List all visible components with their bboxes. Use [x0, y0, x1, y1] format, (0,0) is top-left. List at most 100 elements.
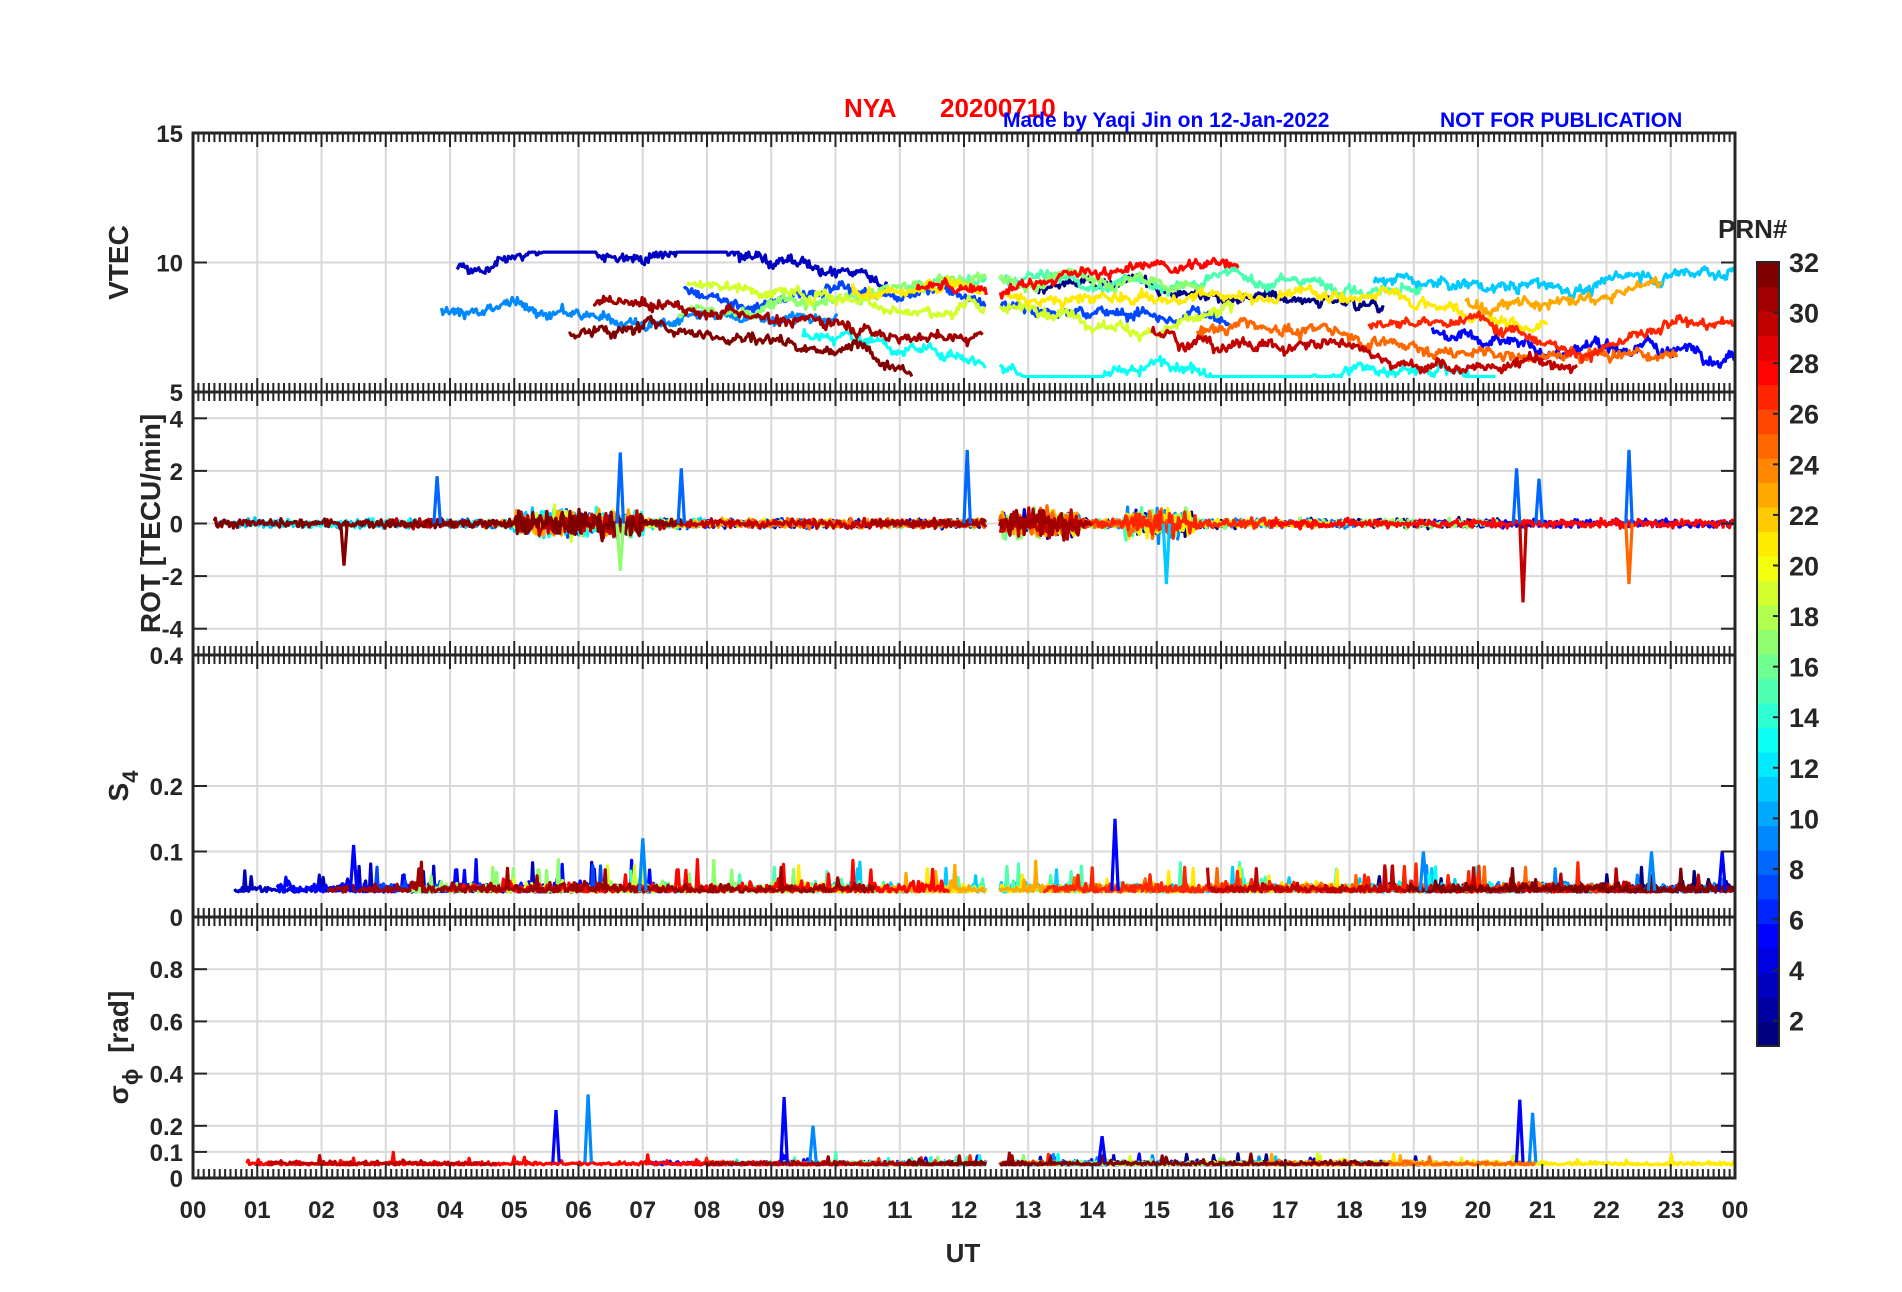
colorbar-segment [1757, 850, 1779, 876]
colorbar-segment [1757, 360, 1779, 386]
data-spike [676, 468, 687, 524]
colorbar-segment [1757, 703, 1779, 729]
y-tick-label: 0.2 [150, 1114, 183, 1141]
y-axis-label: S4 [103, 770, 143, 802]
colorbar-tick-label: 26 [1789, 400, 1819, 430]
y-tick-label: 2 [170, 459, 183, 486]
x-tick-label: 12 [951, 1197, 978, 1224]
colorbar-tick-label: 30 [1789, 299, 1819, 329]
series-line-prn-32 [905, 1157, 987, 1167]
x-axis-label: UT [946, 1238, 981, 1268]
series-line-prn-27 [1367, 310, 1735, 364]
series-line-prn-31 [592, 294, 984, 348]
colorbar-tick-label: 28 [1789, 349, 1819, 379]
colorbar-tick-label: 24 [1789, 450, 1819, 480]
data-spike [432, 476, 442, 524]
x-tick-label: 08 [694, 1197, 721, 1224]
series-line-prn-32 [568, 314, 914, 378]
data-spike [1418, 851, 1429, 891]
series-line-prn-19 [998, 299, 1235, 343]
colorbar-tick-label: 16 [1789, 653, 1819, 683]
series-line-prn-28 [245, 1150, 827, 1167]
colorbar-segment [1757, 629, 1779, 655]
data-spike [615, 452, 626, 524]
x-tick-label: 00 [1722, 1197, 1749, 1224]
data-spike [339, 523, 349, 566]
series-line-prn-32 [999, 1152, 1390, 1167]
series-line-prn-21 [850, 274, 987, 300]
series-line-prn-19 [685, 279, 987, 321]
x-tick-label: 03 [372, 1197, 399, 1224]
data-spike [1518, 523, 1528, 603]
y-tick-label: 0 [170, 905, 183, 932]
x-tick-label: 18 [1336, 1197, 1363, 1224]
y-tick-label: -2 [162, 564, 183, 591]
colorbar-segment [1757, 1021, 1779, 1047]
colorbar-segment [1757, 433, 1779, 459]
series-line-prn-31 [998, 507, 1094, 542]
colorbar-segment [1757, 801, 1779, 827]
series-line-prn-31 [869, 516, 987, 529]
colorbar-segment [1757, 899, 1779, 925]
x-tick-label: 06 [565, 1197, 592, 1224]
x-tick-label: 15 [1143, 1197, 1170, 1224]
y-tick-label: 10 [156, 251, 183, 278]
x-axis-tick-labels: 00 01 02 03 04 05 06 07 08 09 10 11 12 13 14 15 16 17 18 19… [180, 1197, 1749, 1224]
y-axis-label: ROT [TECU/min] [135, 414, 166, 633]
colorbar-tick-label: 20 [1789, 551, 1819, 581]
y-axis-label: VTEC [103, 225, 134, 300]
panel-3: 0 0.1 0.2 0.4 S4 [103, 643, 1737, 932]
series-line-prn-28 [915, 277, 988, 296]
colorbar-tick-label: 14 [1789, 703, 1819, 733]
series-line-prn-32 [212, 507, 684, 543]
data-spike [779, 1097, 789, 1163]
colorbar-segment [1757, 727, 1779, 753]
y-tick-label: 0 [170, 512, 183, 539]
y-tick-label: 0.4 [150, 1062, 184, 1089]
colorbar-segment [1757, 948, 1779, 974]
colorbar-segment [1757, 997, 1779, 1023]
series-line-prn-5 [1430, 327, 1735, 369]
colorbar-title: PRN# [1718, 214, 1788, 244]
colorbar-tick-label: 6 [1789, 906, 1804, 936]
x-tick-label: 11 [887, 1197, 912, 1224]
x-tick-label: 23 [1657, 1197, 1684, 1224]
x-tick-label: 01 [244, 1197, 271, 1224]
x-tick-label: 13 [1015, 1197, 1042, 1224]
data-spike [1646, 851, 1657, 891]
colorbar-segment [1757, 286, 1779, 312]
series-line-prn-30 [266, 1153, 498, 1167]
x-tick-label: 17 [1272, 1197, 1299, 1224]
y-tick-label: 0.6 [150, 1009, 183, 1036]
colorbar-segment [1757, 923, 1779, 949]
panel-4: 00.10.2 0.4 0.6 0.8 σϕ [rad] [103, 915, 1737, 1193]
colorbar-segment [1757, 311, 1779, 337]
colorbar-tick-label: 4 [1789, 956, 1804, 986]
x-tick-label: 22 [1593, 1197, 1620, 1224]
x-tick-label: 10 [822, 1197, 849, 1224]
credit-text: Made by Yaqi Jin on 12-Jan-2022 [1003, 109, 1329, 132]
colorbar-tick-label: 10 [1789, 804, 1819, 834]
data-spike [1624, 523, 1634, 585]
x-tick-label: 04 [437, 1197, 464, 1224]
colorbar-tick-label: 18 [1789, 602, 1819, 632]
y-tick-label: -4 [162, 617, 184, 644]
data-spike [962, 449, 972, 524]
panel-1: 5 10 15 VTEC [103, 121, 1737, 407]
colorbar-tick-label: 22 [1789, 501, 1819, 531]
y-tick-label: 0.4 [150, 643, 184, 670]
traces-panel-2 [212, 449, 1735, 603]
data-spike [1161, 523, 1172, 585]
data-spike [1534, 478, 1544, 524]
series-line-prn-28 [998, 256, 1240, 300]
station-title: NYA [844, 93, 897, 123]
colorbar-segment [1757, 262, 1779, 288]
colorbar-segment [1757, 507, 1779, 533]
x-tick-label: 20 [1465, 1197, 1492, 1224]
x-tick-label: 19 [1400, 1197, 1427, 1224]
data-spike [551, 1110, 561, 1163]
data-spike [1624, 449, 1634, 524]
